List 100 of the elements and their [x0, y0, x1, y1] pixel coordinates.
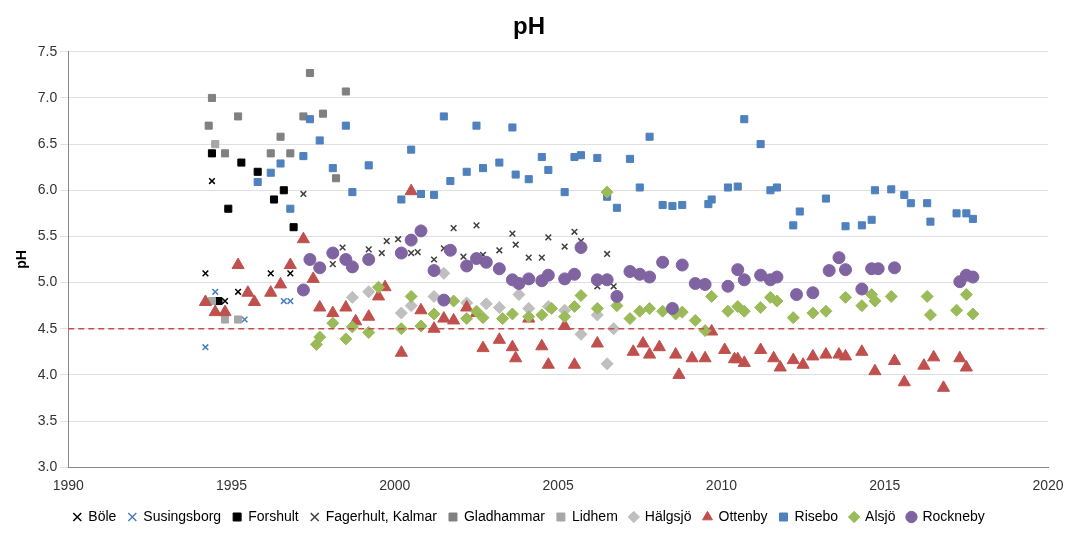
- point: [819, 304, 833, 318]
- point: [512, 288, 526, 302]
- point: [544, 233, 552, 241]
- point: [207, 149, 216, 158]
- point: [318, 109, 328, 118]
- point: [443, 243, 457, 257]
- point: [610, 289, 624, 303]
- point: [303, 253, 317, 266]
- x-tick-label: 2020: [1032, 477, 1064, 494]
- point: [496, 312, 510, 326]
- point: [286, 149, 295, 158]
- legend-label: Gladhammar: [463, 507, 546, 524]
- point: [414, 319, 428, 333]
- legend-label: Risebo: [794, 507, 839, 524]
- point: [332, 174, 341, 183]
- point: [437, 266, 451, 280]
- legend-label: Fagerhult, Kalmar: [325, 507, 438, 524]
- point: [522, 272, 536, 286]
- point: [643, 301, 657, 315]
- point: [220, 315, 230, 324]
- point: [574, 289, 588, 302]
- point: [237, 158, 246, 167]
- point: [345, 260, 359, 274]
- y-tick-label: 3.5: [37, 411, 58, 428]
- point: [600, 273, 614, 287]
- point: [460, 259, 474, 273]
- x-tick-label: 1990: [52, 477, 85, 494]
- point: [806, 286, 820, 300]
- legend-label: Rockneby: [922, 507, 985, 524]
- legend-label: Hälgsjö: [644, 507, 692, 524]
- point: [567, 267, 581, 281]
- point: [966, 270, 980, 284]
- point: [211, 288, 219, 296]
- point: [806, 306, 820, 320]
- point: [234, 315, 243, 324]
- point: [590, 301, 604, 315]
- point: [705, 289, 719, 303]
- point: [839, 290, 853, 304]
- point: [656, 304, 670, 318]
- point: [404, 233, 418, 247]
- point: [479, 255, 493, 269]
- point: [394, 306, 408, 320]
- point: [414, 224, 428, 238]
- point: [512, 277, 526, 290]
- point: [279, 186, 288, 195]
- point: [737, 304, 751, 318]
- legend-label: Alsjö: [865, 507, 896, 524]
- legend-label: Susingsborg: [143, 507, 222, 524]
- point: [276, 132, 285, 141]
- point: [221, 297, 229, 305]
- point: [790, 288, 804, 302]
- point: [950, 303, 964, 317]
- point: [888, 261, 902, 275]
- point: [326, 316, 340, 330]
- y-tick-label: 6.0: [37, 181, 58, 198]
- point: [721, 279, 735, 293]
- point: [855, 299, 869, 313]
- point: [313, 330, 327, 344]
- point: [884, 289, 898, 303]
- point: [362, 253, 376, 266]
- y-tick-label: 5.5: [37, 227, 58, 244]
- y-tick-label: 3.0: [37, 458, 58, 475]
- point: [404, 289, 418, 303]
- point: [427, 307, 441, 321]
- y-tick-label: 7.0: [37, 88, 58, 105]
- point: [362, 285, 376, 299]
- point: [447, 294, 461, 308]
- point: [437, 293, 451, 307]
- x-tick-label: 1995: [215, 477, 248, 494]
- point: [211, 140, 220, 149]
- point: [460, 312, 474, 326]
- point: [770, 294, 784, 308]
- point: [786, 311, 800, 325]
- point: [492, 301, 506, 314]
- point: [721, 304, 735, 318]
- legend-label: Lidhem: [571, 507, 618, 524]
- point: [266, 149, 275, 158]
- point: [394, 322, 408, 336]
- point: [600, 185, 614, 199]
- point: [623, 312, 637, 326]
- point: [574, 241, 588, 254]
- point: [224, 204, 233, 213]
- y-tick-label: 5.0: [37, 273, 58, 290]
- point: [754, 268, 768, 282]
- point: [665, 301, 679, 315]
- point: [427, 264, 441, 278]
- point: [299, 112, 308, 121]
- point: [345, 320, 359, 334]
- point: [269, 195, 279, 204]
- point: [430, 255, 438, 264]
- x-tick-label: 2015: [869, 477, 901, 494]
- point: [535, 308, 549, 322]
- point: [207, 93, 216, 102]
- chart-title: pH: [513, 12, 545, 40]
- point: [633, 304, 647, 318]
- point: [220, 149, 230, 158]
- point: [656, 255, 670, 269]
- point: [868, 294, 882, 308]
- point: [839, 263, 853, 277]
- x-tick-label: 2005: [542, 477, 574, 494]
